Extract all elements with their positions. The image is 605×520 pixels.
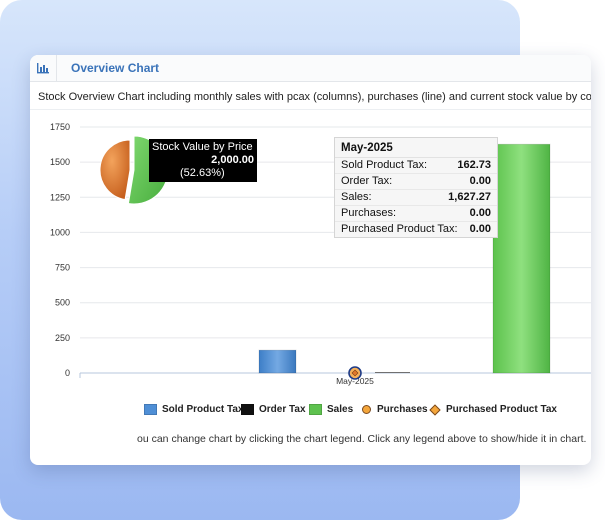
pie-tooltip: Stock Value by Price 2,000.00 (52.63%) (149, 139, 257, 182)
y-tick-label: 0 (65, 368, 70, 378)
legend-label: Purchased Product Tax (446, 404, 557, 415)
legend-item-sales[interactable]: Sales (309, 404, 353, 415)
y-tick-label: 750 (55, 263, 70, 273)
legend-label: Order Tax (259, 404, 306, 415)
chart-description: Stock Overview Chart including monthly s… (30, 82, 591, 110)
legend-swatch (144, 404, 157, 415)
y-tick-label: 500 (55, 298, 70, 308)
tooltip-row: Sales: 1,627.27 (335, 190, 497, 206)
tooltip-row: Sold Product Tax: 162.73 (335, 158, 497, 174)
legend-label: Sold Product Tax (162, 404, 244, 415)
chart-legend: Sold Product Tax Order Tax Sales Purchas… (30, 403, 591, 418)
legend-swatch (241, 404, 254, 415)
card-title: Overview Chart (71, 61, 160, 75)
tooltip-label: Sales: (341, 191, 372, 203)
overview-chart: 0 250 500 750 1000 1250 1500 1750 May-2025 (50, 122, 591, 386)
tooltip-value: 0.00 (469, 175, 491, 187)
bar-sales (492, 143, 551, 374)
legend-item-order-tax[interactable]: Order Tax (241, 404, 306, 415)
legend-marker (362, 405, 371, 414)
pie-tooltip-title: Stock Value by Price (152, 141, 253, 153)
bar-chart-icon (30, 55, 57, 81)
pie-slice-stock-value-by-cost (99, 139, 131, 201)
tooltip-label: Purchases: (341, 207, 397, 219)
x-tick-label: May-2025 (336, 376, 374, 386)
legend-swatch (309, 404, 322, 415)
bar-sold-product-tax (258, 349, 297, 374)
tooltip-value: 162.73 (457, 159, 491, 171)
legend-label: Purchases (377, 404, 428, 415)
tooltip-value: 0.00 (469, 207, 491, 219)
tooltip-title: May-2025 (335, 138, 497, 158)
y-tick-label: 1500 (50, 157, 70, 167)
legend-item-sold-product-tax[interactable]: Sold Product Tax (144, 404, 244, 415)
tooltip-value: 1,627.27 (448, 191, 491, 203)
y-tick-label: 1250 (50, 192, 70, 202)
tooltip-value: 0.00 (469, 223, 491, 235)
tooltip-row: Order Tax: 0.00 (335, 174, 497, 190)
pie-tooltip-value: 2,000.00 (211, 154, 254, 166)
legend-hint: ou can change chart by clicking the char… (137, 433, 587, 445)
tooltip-label: Purchased Product Tax: (341, 223, 458, 235)
overview-chart-card: Overview Chart Stock Overview Chart incl… (30, 55, 591, 465)
tooltip-row: Purchased Product Tax: 0.00 (335, 222, 497, 237)
legend-label: Sales (327, 404, 354, 415)
y-tick-label: 250 (55, 333, 70, 343)
marker-purchased-product-tax (351, 369, 359, 377)
legend-marker (429, 403, 441, 416)
y-tick-label: 1750 (50, 122, 70, 132)
y-tick-label: 1000 (50, 227, 70, 237)
chart-tooltip: May-2025 Sold Product Tax: 162.73 Order … (334, 137, 498, 238)
legend-item-purchased-product-tax[interactable]: Purchased Product Tax (429, 403, 557, 416)
card-header: Overview Chart (30, 55, 591, 82)
legend-item-purchases[interactable]: Purchases (362, 404, 428, 415)
tooltip-row: Purchases: 0.00 (335, 206, 497, 222)
tooltip-label: Sold Product Tax: (341, 159, 428, 171)
pie-tooltip-percent: (52.63%) (180, 167, 225, 179)
tooltip-label: Order Tax: (341, 175, 393, 187)
bar-order-tax (375, 372, 410, 373)
